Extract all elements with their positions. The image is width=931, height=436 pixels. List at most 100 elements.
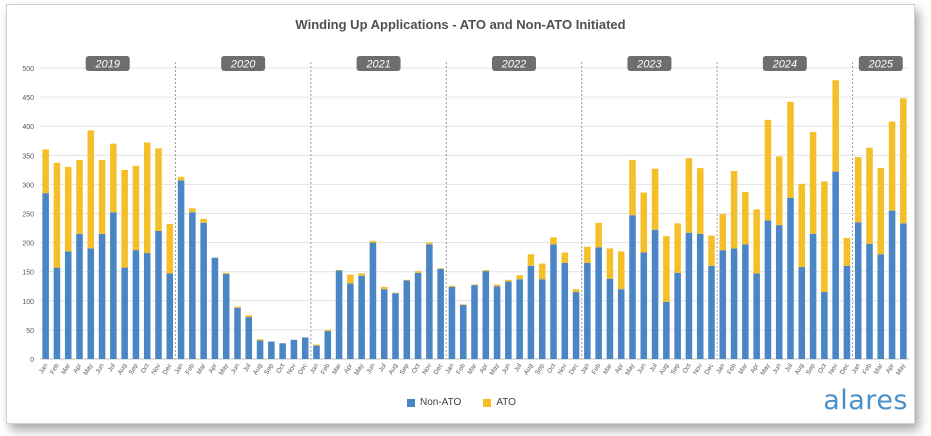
x-tick-label: May [353,362,366,377]
bar-non-ato [854,222,862,359]
bar-non-ato [64,251,72,359]
legend-label-ato: ATO [496,397,516,408]
legend-item-non-ato: Non-ATO [407,397,461,408]
year-badge-label: 2019 [94,59,119,71]
x-tick-label: Jan [851,362,862,375]
x-tick-label: Jun [636,362,647,375]
x-tick-label: Feb [726,362,738,376]
x-tick-label: Oct [275,362,286,374]
x-tick-label: Jul [107,362,117,373]
x-tick-label: Jun [230,362,241,375]
bar-ato [584,246,591,263]
y-tick-label: 100 [22,299,34,306]
x-tick-label: Dec [703,362,715,376]
y-tick-label: 400 [22,124,34,131]
year-badge [85,56,130,71]
bar-ato [98,159,106,234]
bar-non-ato [268,341,275,359]
y-tick-label: 150 [22,270,34,277]
bar-non-ato [177,180,185,359]
year-badge [627,56,672,71]
bar-non-ato [730,248,738,359]
bar-non-ato [256,340,264,359]
bar-ato [335,269,343,271]
bar-ato [155,148,162,231]
x-tick-label: May [895,362,908,377]
bar-non-ato [663,301,670,359]
x-tick-label: Dec [162,362,174,376]
bar-ato [821,181,828,293]
chart-frame: 0 50 100 150 200 250 300 350 400 450 500 2019 2020 20… [6,4,915,424]
x-tick-label: Oct [817,362,828,374]
bar-non-ato [234,307,241,359]
bar-non-ato [121,267,128,359]
x-tick-label: Aug [252,362,264,376]
bar-ato [369,240,377,243]
bar-ato [877,168,885,255]
bar-non-ato [516,279,523,359]
y-tick-label: 50 [26,328,34,335]
bar-non-ato [798,267,806,359]
x-tick-label: Sep [670,362,682,376]
bar-ato [482,269,490,272]
bar-ato [437,268,444,269]
bar-non-ato [651,229,659,359]
bar-ato [234,306,241,308]
bar-non-ato [809,233,817,359]
bar-ato [832,80,839,172]
x-tick-label: Oct [682,362,693,374]
brand-logo: alares [823,385,908,416]
bar-non-ato [538,279,546,359]
bar-non-ato [448,286,456,359]
x-tick-label: Jun [772,362,783,375]
bar-ato [674,223,681,273]
bar-non-ato [132,250,140,359]
x-tick-label: Nov [692,362,704,376]
bar-ato [651,168,659,230]
bar-non-ato [392,293,399,359]
bar-ato [538,263,546,280]
bar-ato [245,315,253,318]
y-tick-label: 350 [22,153,34,160]
x-tick-label: Sep [534,362,546,376]
year-badge-label: 2021 [365,59,390,71]
x-tick-label: Aug [387,362,399,376]
x-tick-label: Mar [737,362,749,376]
bar-non-ato [584,262,591,359]
x-tick-label: Jan [309,362,320,375]
year-badge-label: 2023 [636,59,662,71]
bar-non-ato [403,280,411,359]
bar-non-ato [821,292,828,359]
x-tick-label: Jun [365,362,376,375]
x-tick-label: Dec [297,362,309,376]
x-tick-label: Oct [411,362,422,374]
bar-non-ato [155,230,162,359]
x-tick-label: May [82,362,95,377]
bar-non-ato [753,273,760,359]
x-tick-label: Jun [501,362,512,375]
x-tick-label: Aug [794,362,806,376]
bar-ato [595,222,602,248]
x-tick-label: Apr [614,362,626,375]
bar-ato [843,237,851,266]
bar-ato [640,192,648,253]
bar-ato [414,271,422,273]
bar-ato [629,159,636,216]
x-tick-label: Sep [805,362,817,376]
bar-ato [132,165,140,251]
x-tick-label: Jul [378,362,388,373]
bar-non-ato [76,233,83,359]
y-tick-label: 0 [30,357,34,364]
bar-non-ato [640,252,648,359]
year-badge-label: 2020 [230,59,256,71]
bar-ato [742,191,749,245]
bar-ato [493,284,501,287]
x-tick-label: Feb [455,362,467,376]
bar-ato [787,101,794,198]
bar-non-ato [53,267,61,359]
bar-ato [121,169,128,268]
x-tick-label: Jul [784,362,794,373]
x-tick-label: Nov [286,362,298,376]
x-tick-label: Sep [399,362,411,376]
bar-ato [696,168,704,234]
